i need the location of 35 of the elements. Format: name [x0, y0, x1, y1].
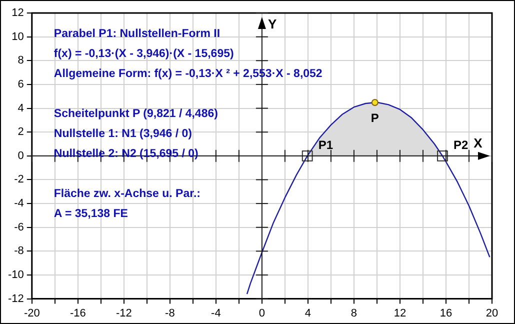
y-tick-label: 0 [18, 150, 24, 162]
x-tick-label: -16 [70, 307, 86, 320]
annotation: f(x) = -0,13·(X - 3,946)·(X - 15,695) [54, 48, 234, 60]
y-tick-label: 12 [12, 7, 24, 20]
x-tick-label: -12 [116, 307, 132, 320]
y-tick-label: 4 [18, 102, 24, 114]
y-tick-label: -12 [8, 292, 24, 305]
x-tick-label: 16 [440, 307, 452, 320]
annotation: Scheitelpunkt P (9,821 / 4,486) [54, 108, 218, 120]
x-tick-label: 0 [258, 307, 266, 320]
y-tick-label: -6 [14, 221, 24, 234]
y-tick-label: -8 [14, 245, 24, 258]
y-tick-label: 6 [18, 78, 24, 90]
y-tick-label: -2 [14, 174, 24, 186]
x-tick-label: -8 [165, 307, 175, 320]
x-tick-label: -20 [24, 307, 40, 320]
annotation: Nullstelle 1: N1 (3,946 / 0) [54, 128, 192, 140]
annotation: P [370, 110, 379, 125]
x-axis-title: X [474, 135, 483, 150]
y-tick-label: 2 [18, 126, 24, 138]
annotation: A = 35,138 FE [54, 208, 128, 220]
y-tick-label: -4 [14, 198, 24, 210]
x-tick-label: 12 [394, 307, 406, 320]
x-tick-label: 20 [486, 307, 498, 320]
x-tick-label: 4 [304, 307, 312, 320]
annotation: P1 [318, 138, 334, 152]
y-tick-label: 8 [18, 54, 24, 67]
annotation: Parabel P1: Nullstellen-Form II [54, 28, 220, 40]
annotation: Fläche zw. x-Achse u. Par.: [54, 188, 200, 200]
y-tick-label: 10 [12, 30, 24, 43]
y-axis-title: Y [268, 16, 277, 32]
y-tick-label: -10 [8, 269, 24, 282]
x-tick-label: 8 [350, 307, 358, 320]
x-tick-label: -4 [211, 307, 221, 320]
annotation: P2 [453, 138, 468, 152]
